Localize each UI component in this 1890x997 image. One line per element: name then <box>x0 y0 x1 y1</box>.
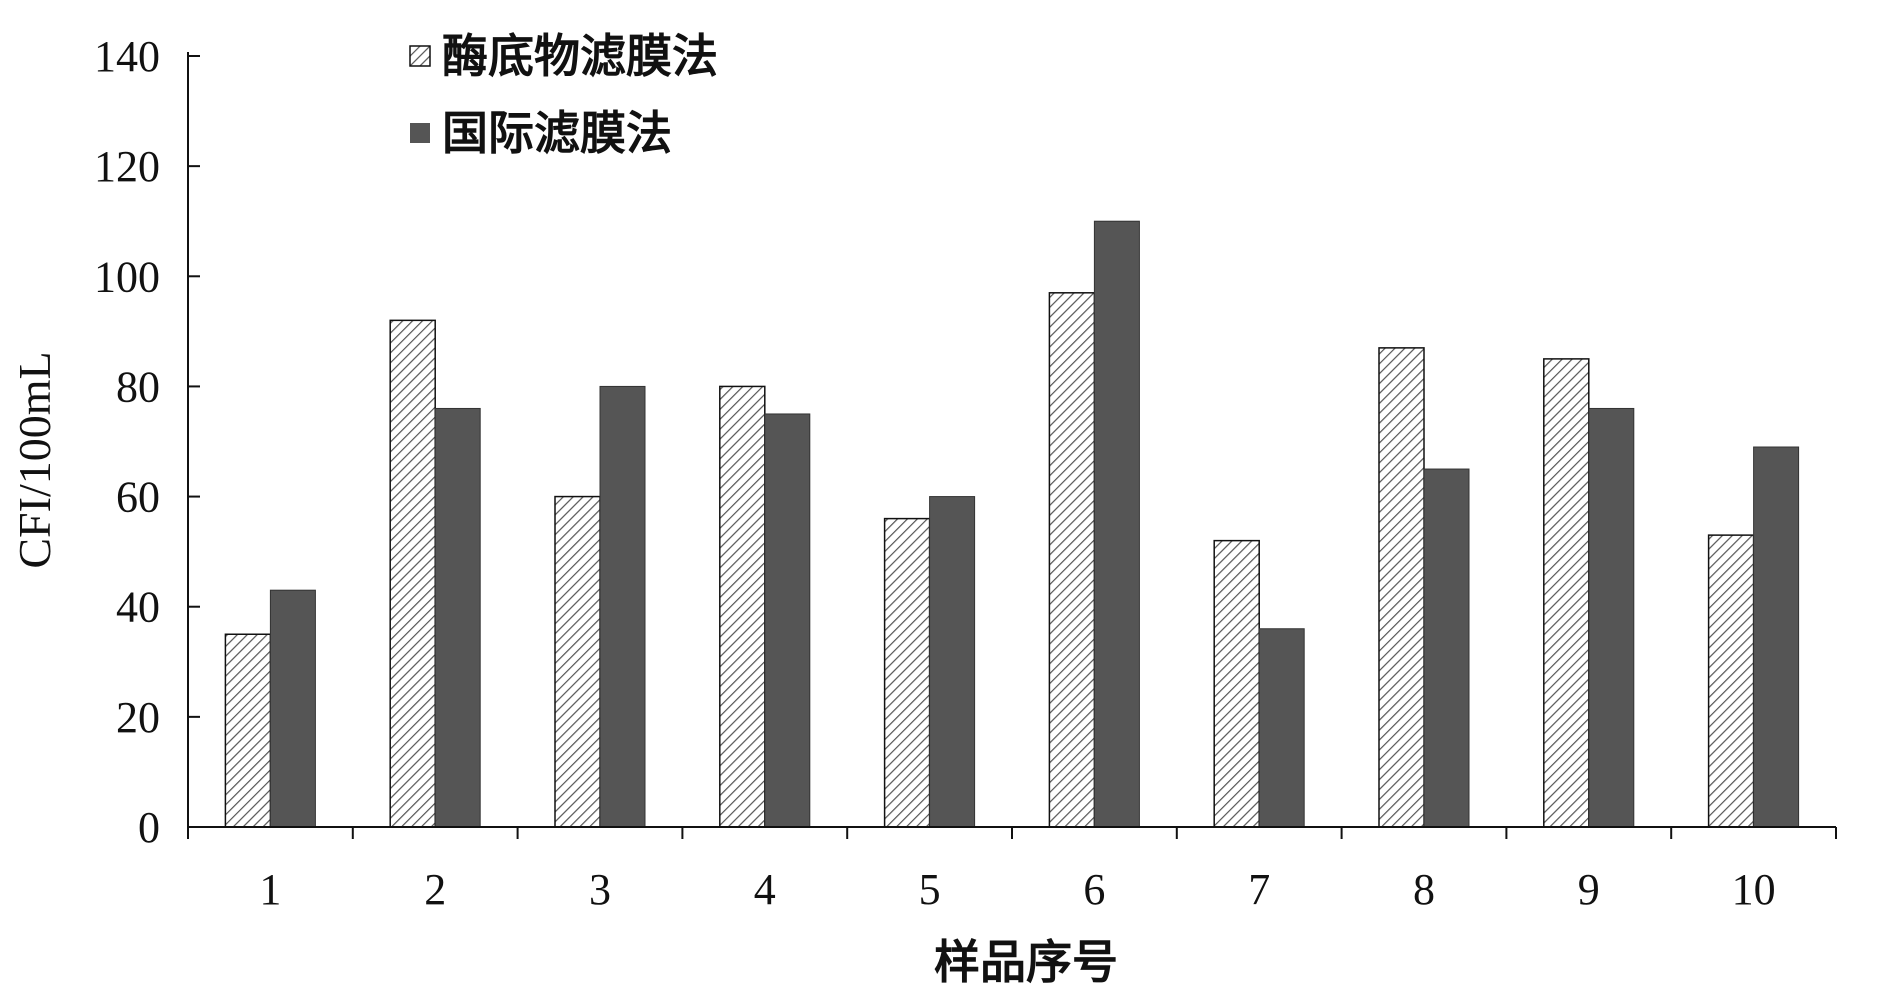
bar-series2-8 <box>1423 468 1470 828</box>
x-tick-label: 6 <box>1083 865 1105 914</box>
y-tick-label: 100 <box>94 252 160 301</box>
bar-series1-7 <box>1213 539 1260 828</box>
bar-series2-5 <box>929 496 976 828</box>
bar-series2-6 <box>1093 220 1140 828</box>
y-tick-label: 120 <box>94 142 160 191</box>
bar-series1-4 <box>719 385 766 828</box>
y-tick-label: 60 <box>116 473 160 522</box>
legend-label-series1: 酶底物滤膜法 <box>442 29 718 83</box>
x-tick-label: 3 <box>589 865 611 914</box>
x-tick-label: 8 <box>1413 865 1435 914</box>
legend-swatch-series1 <box>409 45 431 67</box>
bar-series2-4 <box>764 413 811 828</box>
axes-group: 0 20 40 60 80 100 120 140 1 2 3 4 5 6 7 8 9 10 <box>94 32 1837 914</box>
bar-series1-9 <box>1543 358 1590 828</box>
bar-series2-1 <box>269 589 316 828</box>
bar-series2-9 <box>1588 407 1635 828</box>
x-tick-label: 7 <box>1248 865 1270 914</box>
legend-swatch-series2 <box>410 123 430 143</box>
bar-series1-10 <box>1707 534 1755 828</box>
bar-series1-2 <box>389 319 436 828</box>
bar-series1-1 <box>224 633 272 828</box>
x-tick-label: 2 <box>424 865 446 914</box>
x-tick-label: 4 <box>754 865 776 914</box>
y-tick-label: 40 <box>116 583 160 632</box>
bar-series2-3 <box>599 385 646 828</box>
y-tick-label: 20 <box>116 693 160 742</box>
x-tick-label: 10 <box>1732 865 1776 914</box>
y-tick-label: 80 <box>116 362 160 411</box>
bar-series2-7 <box>1258 628 1305 828</box>
bars-group <box>224 220 1800 828</box>
x-tick-label: 9 <box>1578 865 1600 914</box>
bar-series1-6 <box>1048 292 1096 828</box>
y-tick-label: 0 <box>138 803 160 852</box>
bar-series2-10 <box>1753 446 1800 828</box>
x-tick-label: 5 <box>919 865 941 914</box>
y-tick-label: 140 <box>94 32 160 81</box>
bar-series1-8 <box>1378 347 1425 828</box>
x-axis-title: 样品序号 <box>934 935 1118 989</box>
bar-series2-2 <box>434 407 481 828</box>
bar-series1-3 <box>554 495 601 828</box>
bar-series1-5 <box>883 517 931 828</box>
legend-label-series2: 国际滤膜法 <box>442 106 672 160</box>
y-axis-title: CFI/100mL <box>9 351 60 568</box>
x-tick-label: 1 <box>259 865 281 914</box>
